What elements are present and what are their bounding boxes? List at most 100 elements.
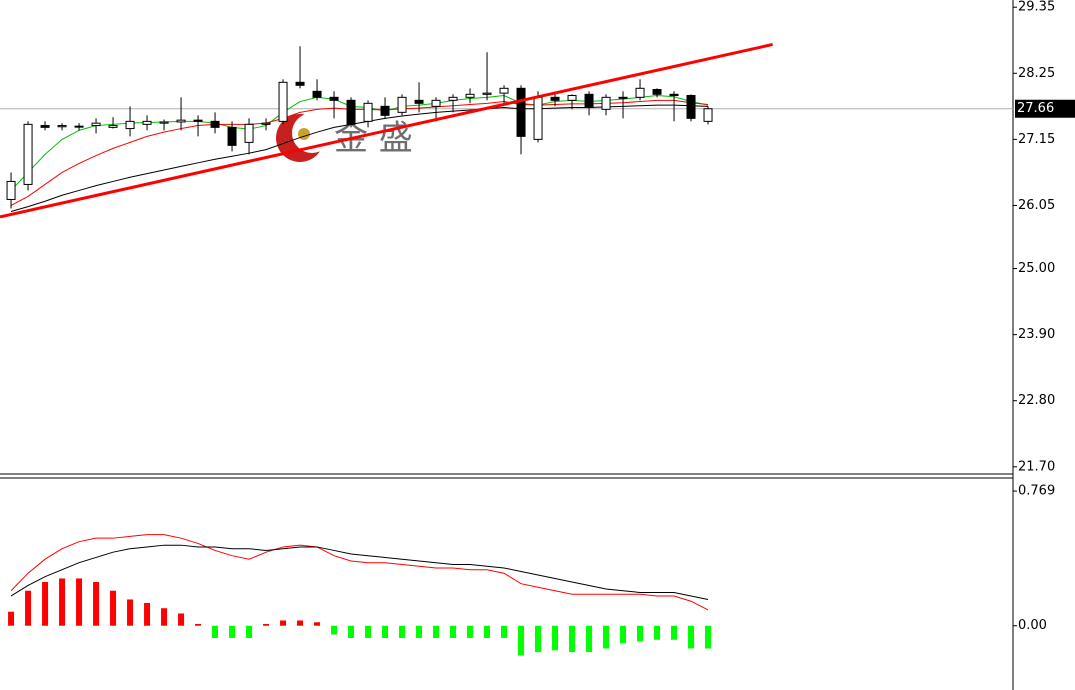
histogram-bar	[127, 599, 134, 626]
histogram-bar	[212, 625, 219, 638]
candle-body	[652, 89, 662, 95]
y-tick-label: 22.80	[1018, 393, 1055, 408]
histogram-bar	[110, 590, 117, 626]
histogram-bar	[518, 625, 525, 656]
candle-body	[482, 92, 492, 95]
histogram-bar	[195, 623, 202, 626]
y-tick-label: 23.90	[1018, 327, 1055, 342]
histogram-bar	[603, 625, 610, 649]
candle-body	[244, 123, 254, 143]
candle-body	[414, 99, 424, 104]
histogram-bar	[42, 581, 49, 626]
histogram-bar	[263, 623, 270, 626]
y-tick-label: 27.15	[1018, 132, 1055, 147]
candle-body	[227, 126, 237, 146]
histogram-bar	[535, 625, 542, 653]
candle-body	[295, 81, 305, 86]
histogram-bar	[382, 625, 389, 638]
candle-body	[635, 87, 645, 98]
histogram-bar	[671, 625, 678, 640]
histogram-bar	[297, 620, 304, 626]
histogram-bar	[59, 578, 66, 626]
current-price-label: 27.66	[1017, 101, 1054, 116]
candle-body	[6, 180, 16, 200]
candle-body	[516, 87, 526, 137]
histogram-bar	[93, 581, 100, 626]
candle-body	[397, 96, 407, 113]
candle-body	[465, 93, 475, 98]
candle-body	[533, 96, 543, 140]
histogram-bar	[161, 608, 168, 626]
histogram-bar	[637, 625, 644, 642]
candle-body	[380, 105, 390, 116]
candle-body	[176, 119, 186, 123]
histogram-bar	[8, 611, 15, 626]
histogram-bar	[246, 625, 253, 638]
candle-body	[363, 102, 373, 122]
signal-line	[10, 534, 709, 611]
candle-body	[669, 93, 679, 97]
candle-body	[346, 99, 356, 125]
candle-body	[261, 122, 271, 125]
candle-body	[686, 95, 696, 119]
histogram-bar	[365, 625, 372, 638]
candle-body	[74, 125, 84, 128]
signal-line	[10, 544, 709, 600]
candle-body	[499, 87, 509, 94]
histogram-bar	[348, 625, 355, 638]
candle-body	[159, 121, 169, 124]
current-price-box	[1015, 99, 1075, 118]
candle-body	[329, 96, 339, 101]
candle-body	[567, 95, 577, 101]
candle-body	[448, 96, 458, 101]
histogram-bar	[705, 625, 712, 649]
histogram-bar	[552, 625, 559, 651]
candle-body	[601, 96, 611, 110]
histogram-bar	[331, 625, 338, 635]
candle-body	[618, 96, 628, 99]
candle-body	[125, 120, 135, 130]
candle-body	[278, 81, 288, 122]
candle-body	[108, 125, 118, 128]
y-tick-label: 21.70	[1018, 459, 1055, 474]
histogram-bar	[25, 590, 32, 626]
candle-body	[584, 93, 594, 109]
histogram-bar	[76, 578, 83, 626]
histogram-bar	[569, 625, 576, 653]
histogram-bar	[586, 625, 593, 653]
histogram-bar	[433, 625, 440, 638]
histogram-bar	[450, 625, 457, 638]
histogram-bar	[280, 620, 287, 626]
histogram-bar	[416, 625, 423, 638]
histogram-bar	[229, 625, 236, 638]
trendline	[0, 42, 773, 219]
histogram-bar	[144, 602, 151, 626]
candle-body	[40, 125, 50, 128]
histogram-bar	[314, 622, 321, 626]
histogram-bar	[484, 625, 491, 638]
y-tick-label: 29.35	[1018, 0, 1055, 15]
histogram-bar	[501, 625, 508, 638]
candle-body	[703, 108, 713, 122]
y-tick-label: 0.00	[1018, 618, 1047, 633]
candle-body	[312, 90, 322, 98]
histogram-bar	[178, 613, 185, 626]
histogram-bar	[688, 625, 695, 649]
candle-body	[210, 120, 220, 128]
histogram-bar	[467, 625, 474, 638]
candle-body	[193, 119, 203, 122]
histogram-bar	[620, 625, 627, 644]
candle-body	[550, 96, 560, 101]
candle-body	[57, 125, 67, 128]
candle-body	[91, 122, 101, 127]
y-tick-label: 25.00	[1018, 261, 1055, 276]
y-tick-label: 0.769	[1018, 484, 1055, 499]
candle-body	[142, 120, 152, 125]
histogram-bar	[654, 625, 661, 640]
candle-body	[431, 99, 441, 107]
candle-body	[23, 123, 33, 185]
y-tick-label: 26.05	[1018, 198, 1055, 213]
histogram-bar	[399, 625, 406, 638]
y-tick-label: 28.25	[1018, 66, 1055, 81]
